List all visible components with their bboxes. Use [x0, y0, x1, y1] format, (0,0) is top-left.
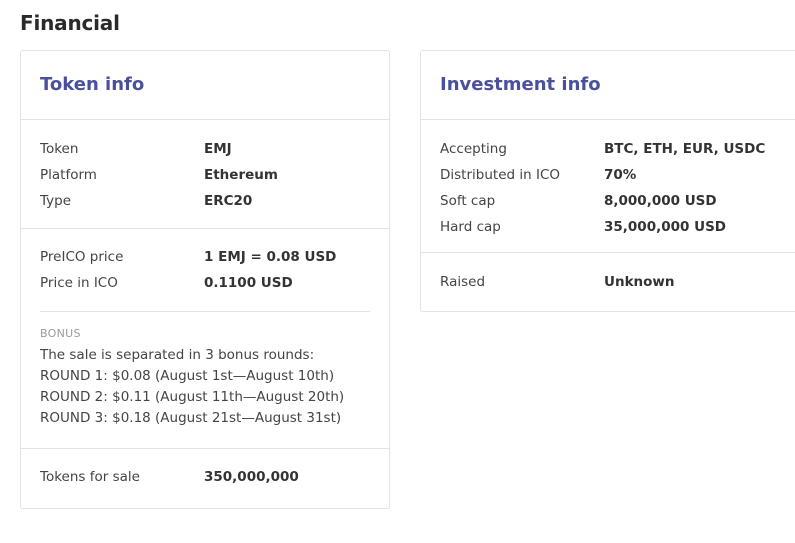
platform-row: Platform Ethereum: [40, 162, 370, 188]
accepting-label: Accepting: [440, 141, 507, 157]
tokens-for-sale-row: Tokens for sale 350,000,000: [40, 464, 370, 490]
platform-value: Ethereum: [204, 167, 278, 183]
token-row: Token EMJ: [40, 136, 370, 162]
raised-value: Unknown: [604, 274, 675, 290]
type-value: ERC20: [204, 193, 253, 209]
ico-price-row: Price in ICO 0.1100 USD: [40, 270, 370, 296]
platform-label: Platform: [40, 167, 97, 183]
token-value: EMJ: [204, 141, 232, 157]
token-label: Token: [40, 141, 79, 157]
price-divider: [40, 311, 370, 312]
distributed-row: Distributed in ICO 70%: [440, 162, 776, 188]
bonus-section: BONUS The sale is separated in 3 bonus r…: [40, 312, 370, 448]
soft-cap-value: 8,000,000 USD: [604, 193, 717, 209]
tokens-for-sale-value: 350,000,000: [204, 469, 299, 485]
bonus-label: BONUS: [40, 327, 81, 340]
type-label: Type: [40, 193, 72, 209]
bonus-line: ROUND 1: $0.08 (August 1st—August 10th): [40, 368, 335, 384]
hard-cap-row: Hard cap 35,000,000 USD: [440, 214, 776, 240]
token-info-title: Token info: [40, 74, 145, 95]
ico-price-label: Price in ICO: [40, 275, 118, 291]
raised-row: Raised Unknown: [440, 269, 776, 295]
tokens-for-sale-block: Tokens for sale 350,000,000: [21, 449, 389, 490]
hard-cap-value: 35,000,000 USD: [604, 219, 726, 235]
raised-label: Raised: [440, 274, 486, 290]
soft-cap-row: Soft cap 8,000,000 USD: [440, 188, 776, 214]
accepting-value: BTC, ETH, EUR, USDC: [604, 141, 766, 157]
bonus-line: The sale is separated in 3 bonus rounds:: [40, 347, 315, 363]
raised-block: Raised Unknown: [421, 253, 795, 295]
investment-info-card: Investment info Accepting BTC, ETH, EUR,…: [420, 50, 795, 312]
preico-price-label: PreICO price: [40, 249, 124, 265]
token-info-header: Token info: [21, 51, 389, 120]
preico-price-row: PreICO price 1 EMJ = 0.08 USD: [40, 244, 370, 270]
investment-details-block: Accepting BTC, ETH, EUR, USDC Distribute…: [421, 120, 795, 253]
section-title: Financial: [20, 11, 120, 35]
token-price-block: PreICO price 1 EMJ = 0.08 USD Price in I…: [21, 229, 389, 449]
bonus-line: ROUND 2: $0.11 (August 11th—August 20th): [40, 389, 345, 405]
distributed-value: 70%: [604, 167, 637, 183]
investment-info-title: Investment info: [440, 74, 601, 95]
distributed-label: Distributed in ICO: [440, 167, 560, 183]
soft-cap-label: Soft cap: [440, 193, 496, 209]
accepting-row: Accepting BTC, ETH, EUR, USDC: [440, 136, 776, 162]
bonus-line: ROUND 3: $0.18 (August 21st—August 31st): [40, 410, 342, 426]
token-basic-block: Token EMJ Platform Ethereum Type ERC20: [21, 120, 389, 229]
type-row: Type ERC20: [40, 188, 370, 214]
preico-price-value: 1 EMJ = 0.08 USD: [204, 249, 337, 265]
investment-info-header: Investment info: [421, 51, 795, 120]
tokens-for-sale-label: Tokens for sale: [40, 469, 140, 485]
ico-price-value: 0.1100 USD: [204, 275, 293, 291]
hard-cap-label: Hard cap: [440, 219, 501, 235]
token-info-card: Token info Token EMJ Platform Ethereum T…: [20, 50, 390, 509]
